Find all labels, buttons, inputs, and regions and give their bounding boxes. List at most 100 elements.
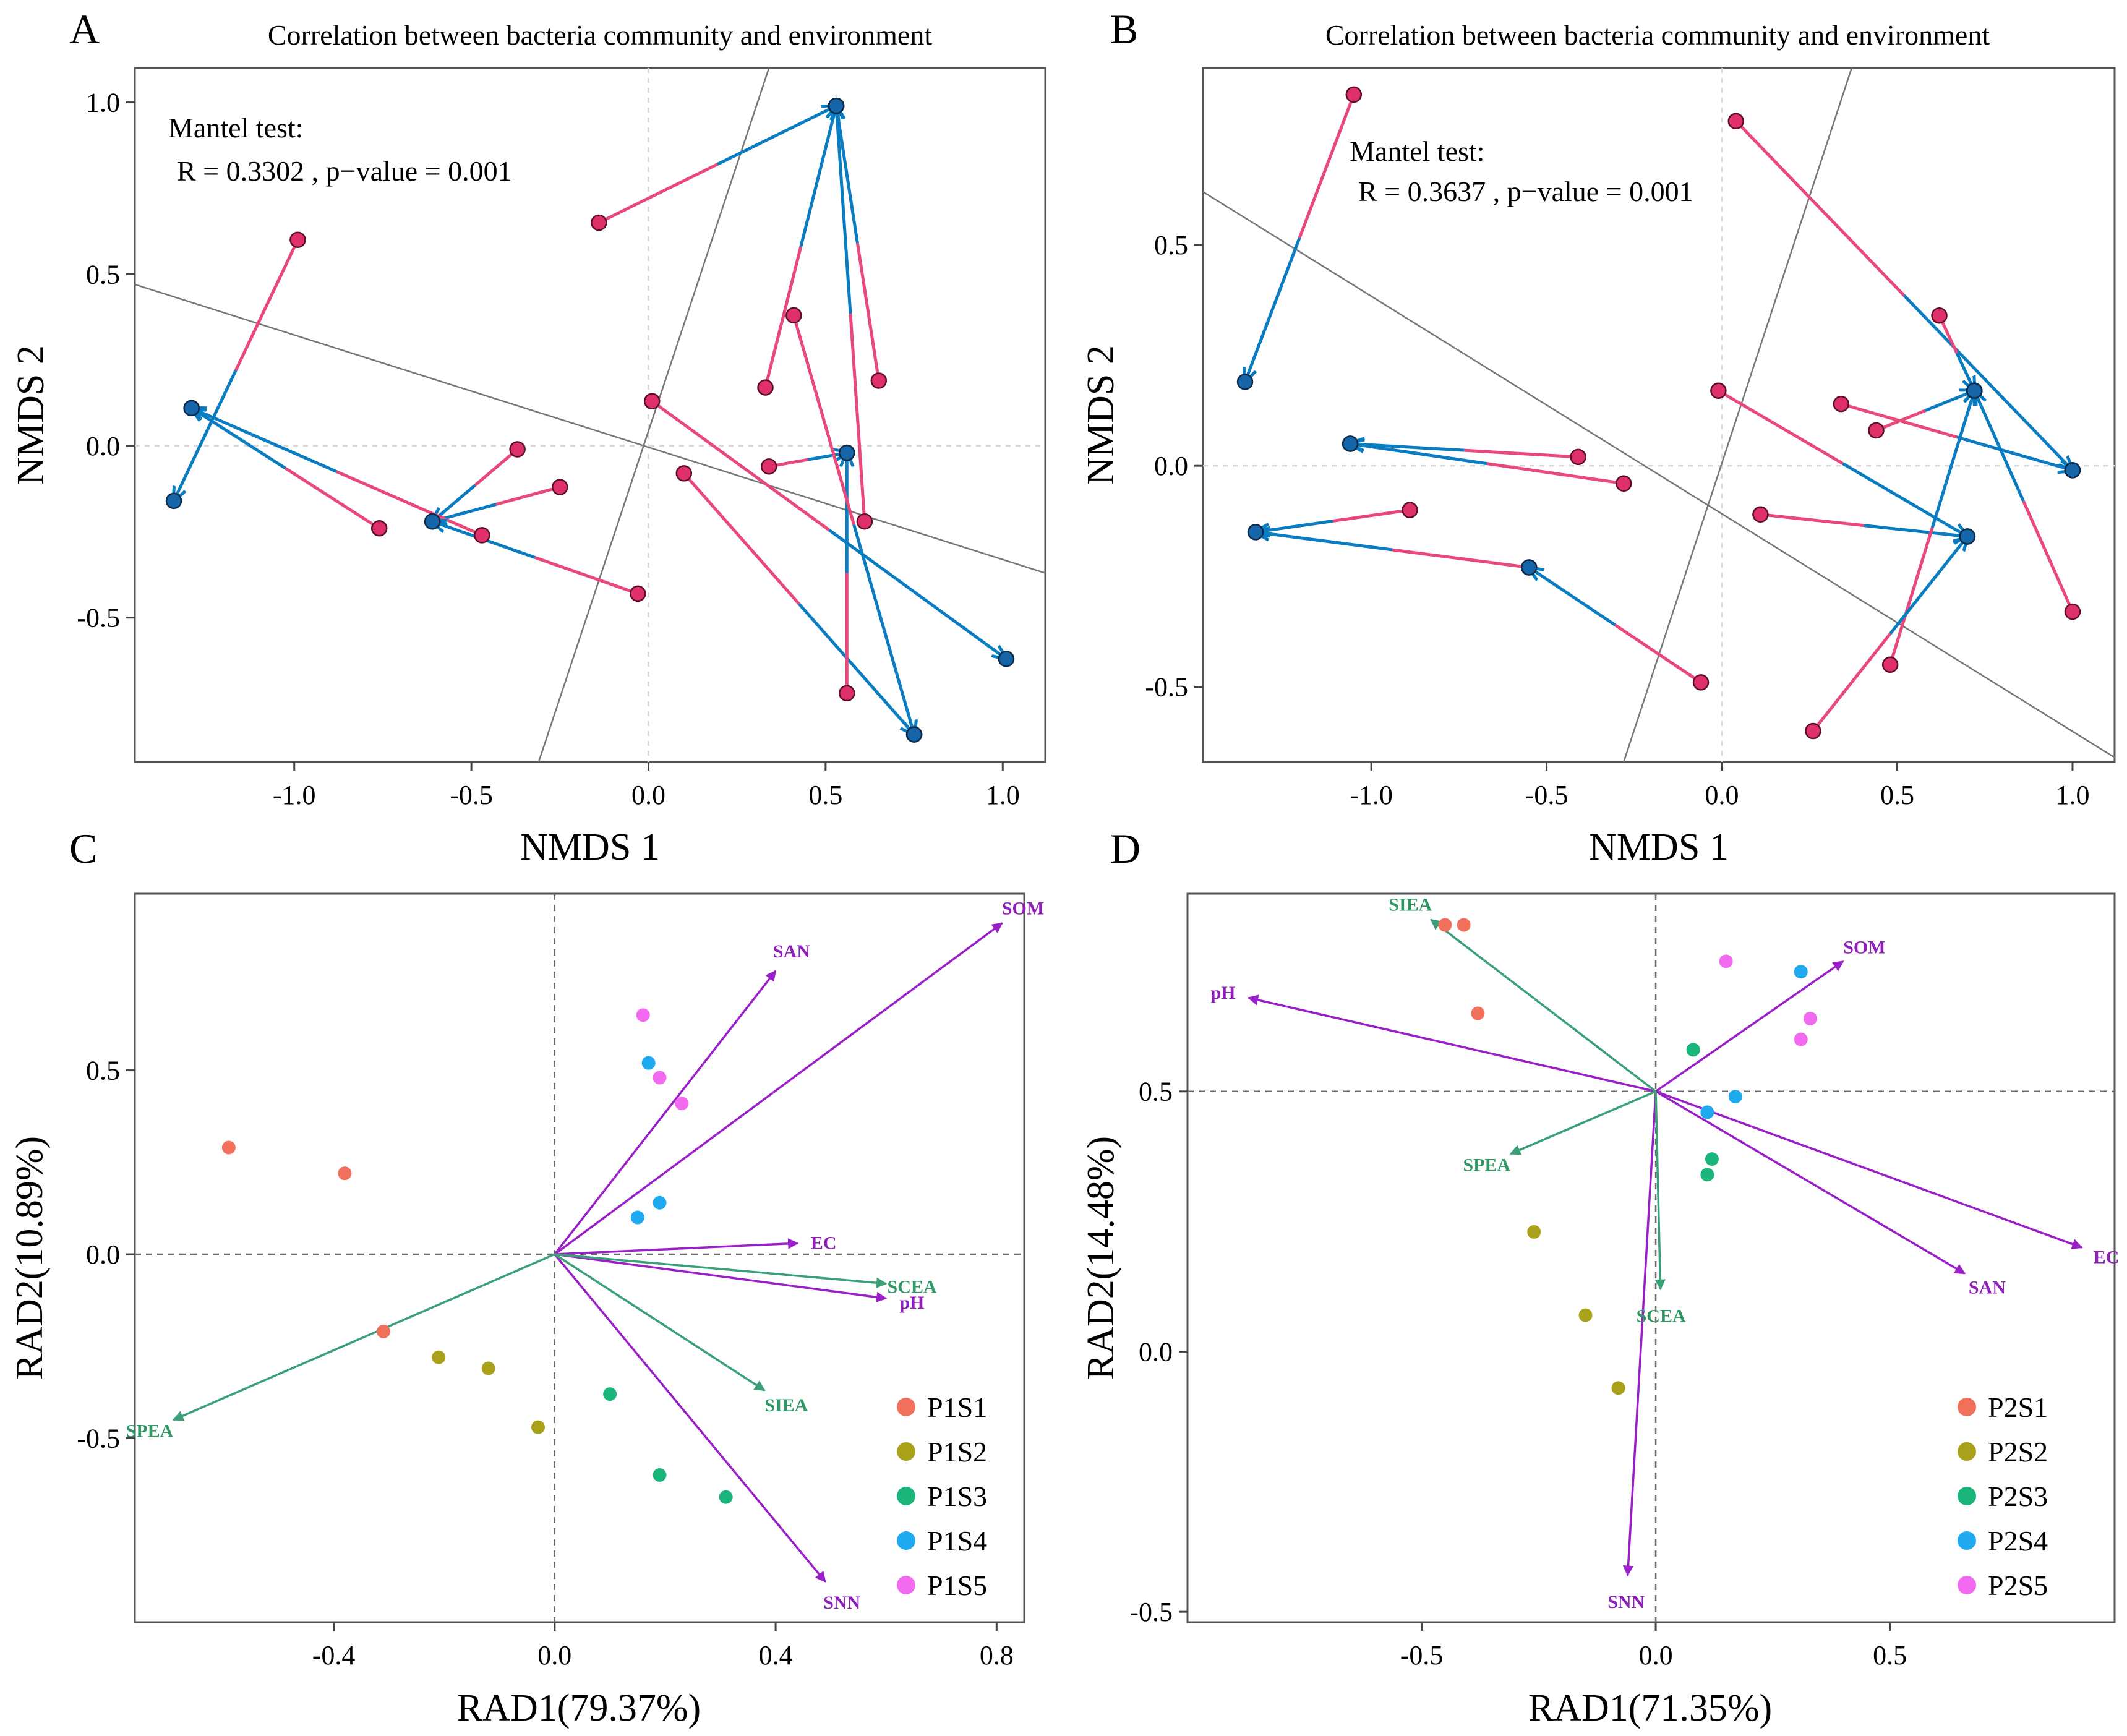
panel-b-x-tick-label: 1.0	[2055, 780, 2089, 810]
panel-a-residual-segment	[495, 485, 560, 506]
panel-c-sample-point	[641, 1056, 656, 1070]
panel-b-community-point	[2064, 603, 2081, 620]
panel-b-residual-segment	[1734, 120, 1906, 297]
panel-d-x-label: RAD1(71.35%)	[1528, 1687, 1772, 1729]
panel-b-residual-arrow	[1529, 568, 1616, 626]
panel-a-residual-arrow	[717, 106, 836, 166]
panel-b-community-point	[1710, 382, 1727, 399]
panel-b-community-point	[1345, 86, 1363, 103]
panel-d-sample-point	[1611, 1381, 1625, 1395]
panel-a-community-point	[856, 513, 873, 530]
panel-a-residual-arrow	[174, 369, 238, 501]
panel-b-community-point	[1752, 506, 1769, 523]
panel-a-residual-segment	[849, 313, 867, 522]
panel-c-arrow-label-siea: SIEA	[764, 1395, 808, 1416]
panel-c-y-label: RAD2(10.89%)	[9, 1136, 51, 1380]
panel-b-y-label: NMDS 2	[1080, 345, 1122, 485]
panel-b-residual-segment	[1718, 389, 1844, 465]
panel-d-sample-point	[1578, 1308, 1593, 1322]
panel-c-x-tick-label: 0.8	[980, 1640, 1014, 1670]
panel-a-environment-point	[424, 513, 441, 530]
panel-b: Correlation between bacteria community a…	[1080, 19, 2116, 868]
panel-d-arrow-label-spea: SPEA	[1463, 1155, 1510, 1175]
panel-c-sample-point	[376, 1324, 390, 1338]
panel-c-legend-label: P1S3	[927, 1481, 987, 1512]
panel-b-residual-segment	[1760, 513, 1864, 528]
panel-b-environment-point	[1342, 435, 1359, 452]
panel-a-plot-frame	[134, 67, 1046, 763]
panel-a-x-tick-label: -1.0	[273, 780, 316, 810]
panel-d-legend-label: P2S3	[1988, 1481, 2048, 1512]
panel-b-community-point	[1868, 422, 1885, 439]
panel-a-community-point	[839, 685, 855, 702]
panel-c-sample-point	[719, 1490, 733, 1504]
panel-a-residual-segment	[234, 239, 299, 371]
panel-d-arrow-label-ec: EC	[2094, 1247, 2120, 1268]
panel-a-community-point	[870, 372, 888, 389]
panel-a: Correlation between bacteria community a…	[10, 19, 1046, 868]
panel-c-legend-swatch	[897, 1576, 915, 1594]
panel-b-community-point	[1692, 674, 1710, 691]
panel-a-y-tick-label: -0.5	[77, 603, 120, 633]
panel-b-x-tick-label: 0.5	[1880, 780, 1914, 810]
panel-d-plot-frame	[1186, 892, 2116, 1623]
panel-d-legend-swatch	[1958, 1398, 1976, 1416]
panel-a-residual-arrow	[836, 106, 852, 314]
panel-b-residual-segment	[2022, 500, 2074, 613]
panel-c-y-tick-label: 0.0	[86, 1239, 120, 1270]
panel-d-legend-swatch	[1958, 1487, 1976, 1505]
panel-a-community-point	[760, 458, 777, 475]
panel-b-residual-arrow	[1889, 537, 1967, 635]
panel-b-residual-arrow	[1842, 462, 1967, 537]
panel-b-mantel-heading: Mantel test:	[1350, 135, 1484, 167]
panel-d-arrow-label-som: SOM	[1843, 937, 1885, 957]
panel-a-residual-segment	[682, 472, 800, 605]
panel-d-sample-point	[1705, 1152, 1719, 1166]
panel-c-arrow-spea	[172, 1253, 555, 1421]
panel-b-residual-segment	[1392, 548, 1530, 570]
panel-b-y-tick-label: 0.0	[1154, 451, 1188, 481]
panel-c-arrow-label-ec: EC	[811, 1233, 837, 1253]
panel-d-sample-point	[1794, 1032, 1808, 1046]
panel-letter-c: C	[69, 825, 97, 872]
panel-d-sample-point	[1728, 1090, 1742, 1104]
panel-d-y-tick-label: 0.5	[1139, 1077, 1173, 1107]
panel-b-rotation-axis	[1623, 67, 1852, 763]
panel-b-plot-frame	[1202, 67, 2116, 763]
panel-b-residual-segment	[1464, 448, 1578, 459]
panel-d-sample-point	[1527, 1225, 1541, 1239]
panel-b-title: Correlation between bacteria community a…	[1325, 19, 1990, 51]
panel-a-community-point	[785, 307, 802, 324]
panel-d-sample-point	[1686, 1043, 1700, 1057]
panel-d-legend-swatch	[1958, 1576, 1976, 1594]
panel-a-title: Correlation between bacteria community a…	[268, 19, 932, 51]
panel-c-plot-frame	[134, 892, 1025, 1623]
panel-b-residual-segment	[1888, 527, 1934, 665]
panel-c-sample-point	[221, 1140, 236, 1155]
panel-b-environment-point	[2064, 462, 2081, 479]
panel-a-residual-segment	[651, 400, 831, 532]
panel-a-x-tick-label: 0.0	[631, 780, 665, 810]
panel-d-arrow-ec	[1655, 1090, 2083, 1249]
panel-a-environment-point	[998, 651, 1015, 667]
panel-d: SOM pH EC SAN SNN SIEA SPEA SCEA -0.5 0.0 0.5 -0.5…	[1080, 892, 2120, 1729]
panel-a-y-tick-label: 0.0	[86, 431, 120, 461]
panel-a-community-point	[591, 214, 607, 231]
panel-a-mantel-heading: Mantel test:	[168, 112, 303, 143]
panel-c-legend-swatch	[897, 1487, 915, 1505]
panel-d-x-tick-label: 0.0	[1639, 1640, 1673, 1670]
panel-d-x-tick-label: -0.5	[1400, 1640, 1444, 1670]
panel-a-residual-arrow	[799, 106, 836, 247]
panel-d-arrow-label-ph: pH	[1210, 983, 1235, 1003]
panel-d-sample-point	[1700, 1105, 1714, 1119]
panel-c-x-tick-label: 0.0	[537, 1640, 571, 1670]
panel-c-sample-point	[630, 1210, 644, 1225]
panel-a-community-point	[552, 479, 568, 495]
panel-d-x-tick-label: 0.5	[1873, 1640, 1907, 1670]
panel-b-x-tick-label: -1.0	[1350, 780, 1393, 810]
panel-b-residual-arrow	[1864, 524, 1967, 537]
panel-d-sample-point	[1457, 918, 1471, 932]
panel-a-environment-point	[183, 400, 200, 417]
